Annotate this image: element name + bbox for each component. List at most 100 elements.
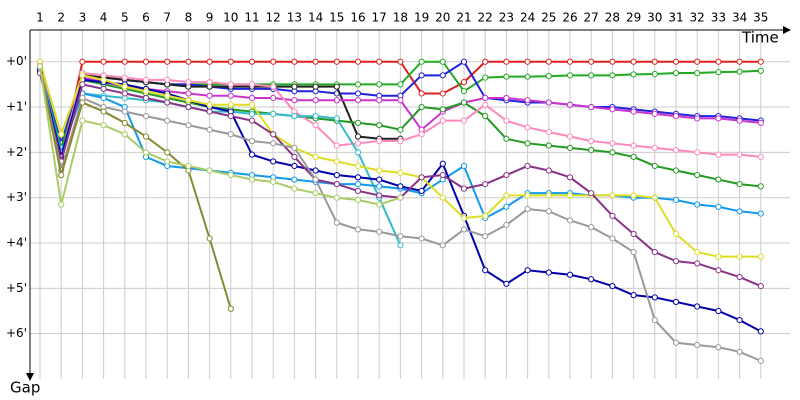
y-tick-label: +6' [6, 326, 27, 340]
series-line [39, 66, 232, 310]
point [376, 122, 383, 129]
point [397, 242, 404, 249]
point [164, 76, 171, 83]
point [164, 99, 171, 106]
point [609, 149, 616, 156]
point [164, 158, 171, 165]
point [354, 97, 362, 104]
point [354, 90, 362, 97]
point [609, 140, 616, 147]
point [694, 303, 701, 310]
point [630, 108, 637, 115]
x-tick-label: 28 [605, 11, 620, 25]
point [651, 58, 658, 65]
x-tick-label: 4 [100, 11, 108, 25]
point [588, 137, 595, 145]
point [164, 149, 171, 156]
point [291, 153, 298, 161]
series-line [39, 70, 402, 246]
point [736, 208, 743, 215]
point [503, 221, 510, 228]
point [418, 58, 425, 65]
point [248, 137, 256, 145]
point [312, 153, 319, 161]
point [757, 153, 764, 161]
point [715, 151, 722, 158]
point [270, 94, 277, 102]
point [566, 174, 574, 181]
point [312, 58, 319, 65]
point [270, 110, 277, 117]
point [694, 260, 701, 267]
point [142, 113, 150, 120]
point [566, 133, 574, 140]
point [630, 71, 637, 78]
point [397, 169, 404, 176]
x-tick-label: 20 [435, 11, 450, 25]
y-tick-label: +0' [6, 54, 27, 68]
point [651, 316, 658, 324]
point [142, 88, 150, 95]
point [291, 176, 298, 183]
point [482, 101, 489, 108]
point [333, 194, 340, 201]
point [79, 58, 86, 65]
point [672, 339, 680, 346]
point [439, 242, 446, 249]
point [291, 113, 298, 120]
point [248, 151, 256, 158]
point [333, 219, 340, 226]
point [354, 226, 362, 233]
point [100, 108, 107, 115]
point [651, 248, 658, 256]
point [185, 103, 192, 111]
point [333, 58, 340, 65]
point [164, 58, 171, 65]
point [757, 357, 764, 364]
point [460, 99, 468, 106]
point [503, 94, 510, 102]
point [672, 69, 680, 77]
x-tick-label: 21 [456, 11, 471, 25]
y-tick-label: +3' [6, 190, 27, 204]
point [312, 113, 319, 120]
x-tick-label: 18 [393, 11, 408, 25]
x-tick-label: 3 [79, 11, 87, 25]
point [270, 58, 277, 65]
point [566, 72, 574, 79]
point [439, 90, 446, 97]
point [248, 94, 256, 102]
point [757, 253, 764, 260]
x-tick-label: 11 [244, 11, 259, 25]
point [227, 81, 234, 88]
point [291, 162, 298, 170]
point [206, 79, 213, 86]
point [460, 117, 468, 124]
point [482, 113, 489, 120]
point [397, 233, 404, 240]
point [630, 292, 637, 299]
point [354, 149, 362, 156]
point [58, 171, 65, 179]
point [482, 181, 489, 188]
point [757, 282, 764, 290]
point [460, 214, 468, 222]
point [588, 224, 595, 231]
point [651, 144, 658, 151]
point [482, 58, 489, 65]
point [588, 103, 595, 111]
x-tick-label: 14 [308, 11, 323, 25]
point [376, 137, 383, 145]
point [79, 72, 86, 79]
x-tick-label: 35 [753, 11, 768, 25]
point [333, 158, 340, 165]
point [736, 68, 743, 75]
point [736, 348, 743, 355]
y-tick-label: +4' [6, 236, 27, 250]
point [439, 160, 446, 167]
x-axis-label: Time [741, 29, 779, 47]
point [439, 106, 446, 113]
point [354, 119, 362, 127]
x-tick-label: 12 [266, 11, 281, 25]
point [227, 113, 234, 120]
